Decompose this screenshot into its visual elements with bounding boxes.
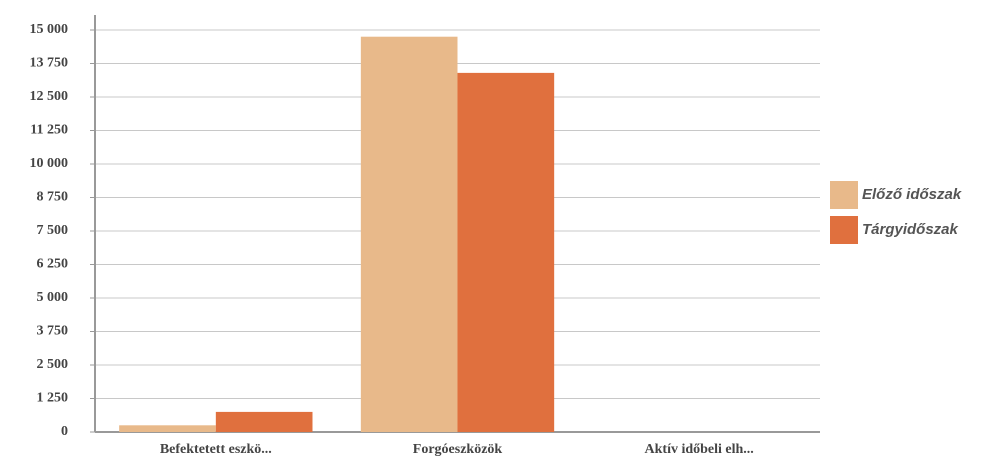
- y-tick-label: 13 750: [30, 56, 69, 71]
- bar: [457, 72, 555, 432]
- legend-label: Tárgyidőszak: [862, 221, 959, 238]
- y-tick-label: 3 750: [37, 324, 69, 339]
- y-tick-label: 5 000: [37, 290, 69, 305]
- y-tick-label: 12 500: [30, 89, 69, 104]
- legend-label: Előző időszak: [862, 186, 962, 203]
- y-tick-label: 8 750: [37, 190, 69, 205]
- y-tick-label: 11 250: [30, 123, 68, 138]
- y-tick-label: 2 500: [37, 357, 69, 372]
- y-tick-label: 7 500: [37, 223, 69, 238]
- bar: [215, 411, 313, 432]
- x-tick-label: Forgóeszközök: [413, 442, 503, 457]
- y-tick-label: 0: [61, 424, 68, 439]
- legend-swatch: [830, 181, 858, 209]
- legend-swatch: [830, 216, 858, 244]
- x-tick-label: Befektetett eszkö...: [160, 442, 272, 457]
- x-tick-label: Aktív időbeli elh...: [645, 442, 754, 457]
- bar: [360, 36, 458, 432]
- y-tick-label: 1 250: [37, 391, 69, 406]
- y-tick-label: 6 250: [37, 257, 69, 272]
- y-tick-label: 15 000: [30, 22, 69, 37]
- y-tick-label: 10 000: [30, 156, 69, 171]
- bar: [119, 425, 216, 432]
